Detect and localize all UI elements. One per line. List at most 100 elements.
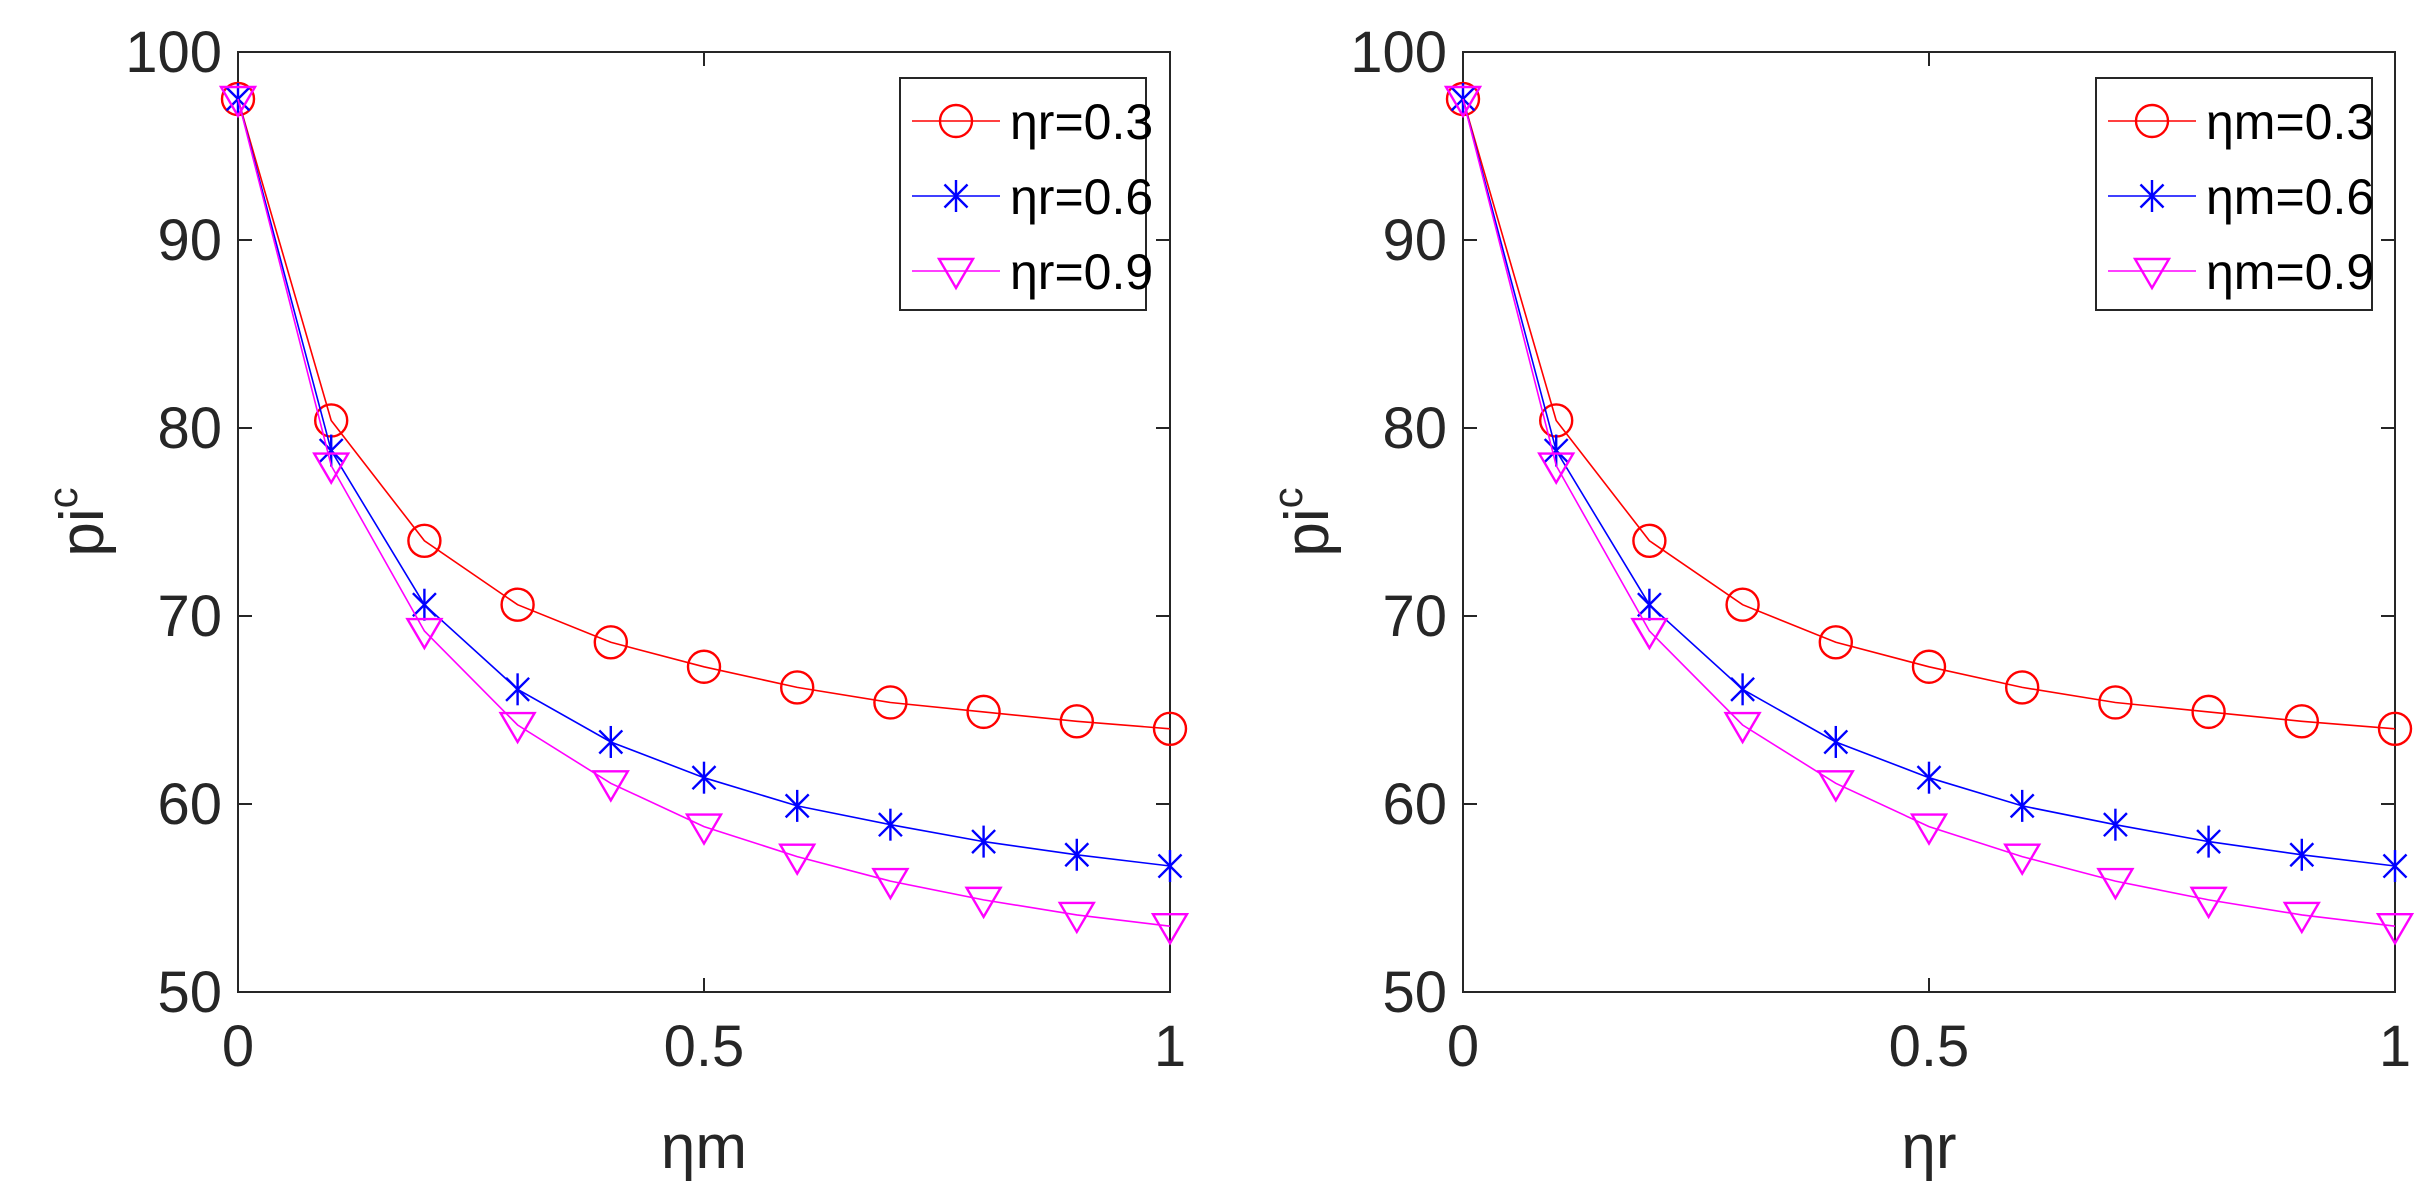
data-point <box>780 670 815 705</box>
x-axis-label: ηr <box>1901 1113 1956 1182</box>
legend-marker <box>2132 257 2172 291</box>
data-point <box>412 588 437 621</box>
legend-marker <box>943 180 969 212</box>
series-line <box>237 98 1171 730</box>
data-point <box>318 434 344 467</box>
data-point <box>1157 850 1183 883</box>
data-point <box>1823 725 1849 758</box>
data-point <box>1059 704 1095 739</box>
data-point <box>1543 434 1569 467</box>
x-tick-label: 0.5 <box>1889 1014 1970 1079</box>
series-line <box>237 98 1171 927</box>
data-point <box>684 813 724 846</box>
data-point <box>2382 850 2408 883</box>
data-point <box>691 761 717 794</box>
data-point <box>1630 617 1669 651</box>
y-tick-label: 60 <box>1382 772 1447 837</box>
data-point <box>2103 808 2128 841</box>
data-point <box>686 649 722 684</box>
legend-marker <box>936 257 976 291</box>
data-point <box>407 523 442 558</box>
legend-entry-label: ηm=0.6 <box>2206 169 2374 225</box>
y-tick-label: 80 <box>157 396 222 461</box>
data-point <box>1730 673 1755 706</box>
y-tick-label: 60 <box>157 772 222 837</box>
data-point <box>2004 670 2040 705</box>
data-point <box>2282 901 2321 935</box>
data-point <box>871 867 910 901</box>
data-point <box>2096 867 2135 901</box>
x-tick-label: 0.5 <box>664 1014 745 1079</box>
series-line <box>1462 98 2396 730</box>
x-tick-label: 0 <box>1447 1014 1479 1079</box>
legend-entry-label: ηr=0.3 <box>1010 94 1153 150</box>
y-tick-label: 70 <box>157 584 222 649</box>
data-point <box>1725 587 1760 622</box>
legend-entry-label: ηr=0.9 <box>1010 244 1153 300</box>
legend: ηm=0.3 ηm=0.6 ηm=0.9 <box>2095 77 2374 311</box>
data-point <box>1064 838 1090 871</box>
data-point <box>2196 825 2221 858</box>
data-point <box>598 725 624 758</box>
legend: ηr=0.3 ηr=0.6 ηr=0.9 <box>899 77 1153 311</box>
data-point <box>2284 704 2320 739</box>
data-point <box>405 617 444 651</box>
data-point <box>312 452 351 485</box>
data-point <box>500 587 535 622</box>
legend-entry-label: ηm=0.9 <box>2206 244 2374 300</box>
data-point <box>1632 523 1667 558</box>
data-point <box>964 886 1003 920</box>
legend-marker <box>938 103 974 139</box>
data-point <box>1911 649 1947 684</box>
data-point <box>878 808 903 841</box>
data-point <box>1150 913 1190 946</box>
data-point <box>1537 452 1576 485</box>
data-point <box>2189 886 2228 920</box>
data-point <box>2377 711 2413 746</box>
legend-entry-label: ηr=0.6 <box>1010 169 1153 225</box>
data-point <box>1443 85 1483 119</box>
x-tick-label: 0 <box>222 1014 254 1079</box>
y-tick-label: 100 <box>125 20 222 85</box>
data-point <box>593 625 628 660</box>
data-point <box>873 685 908 720</box>
y-axis-label: pic <box>1264 487 1342 556</box>
legend-marker <box>2139 180 2165 212</box>
y-tick-label: 90 <box>1382 208 1447 273</box>
series-line <box>1462 98 2396 927</box>
data-point <box>966 694 1001 730</box>
data-point <box>1916 761 1942 794</box>
data-point <box>591 770 630 803</box>
x-axis-label: ηm <box>661 1113 747 1182</box>
data-point <box>1909 813 1949 846</box>
legend-entry-label: ηm=0.3 <box>2206 94 2374 150</box>
data-point <box>2098 685 2133 720</box>
data-point <box>498 711 537 745</box>
data-point <box>2191 694 2226 730</box>
data-point <box>784 789 810 822</box>
y-tick-label: 70 <box>1382 584 1447 649</box>
data-point <box>1637 588 1662 621</box>
y-tick-label: 90 <box>157 208 222 273</box>
data-point <box>778 843 817 877</box>
y-tick-label: 100 <box>1350 20 1447 85</box>
data-point <box>971 825 996 858</box>
data-point <box>1723 711 1762 745</box>
data-point <box>2289 838 2315 871</box>
data-point <box>505 673 530 706</box>
data-point <box>1816 770 1855 803</box>
data-point <box>2009 789 2035 822</box>
y-tick-label: 80 <box>1382 396 1447 461</box>
data-point <box>1818 625 1854 660</box>
y-tick-label: 50 <box>157 960 222 1025</box>
data-point <box>1057 901 1096 935</box>
x-tick-label: 1 <box>1154 1014 1186 1079</box>
data-point <box>2375 913 2415 946</box>
data-point <box>218 85 258 119</box>
data-point <box>1152 711 1188 746</box>
x-tick-label: 1 <box>2379 1014 2411 1079</box>
legend-marker <box>2134 103 2170 139</box>
